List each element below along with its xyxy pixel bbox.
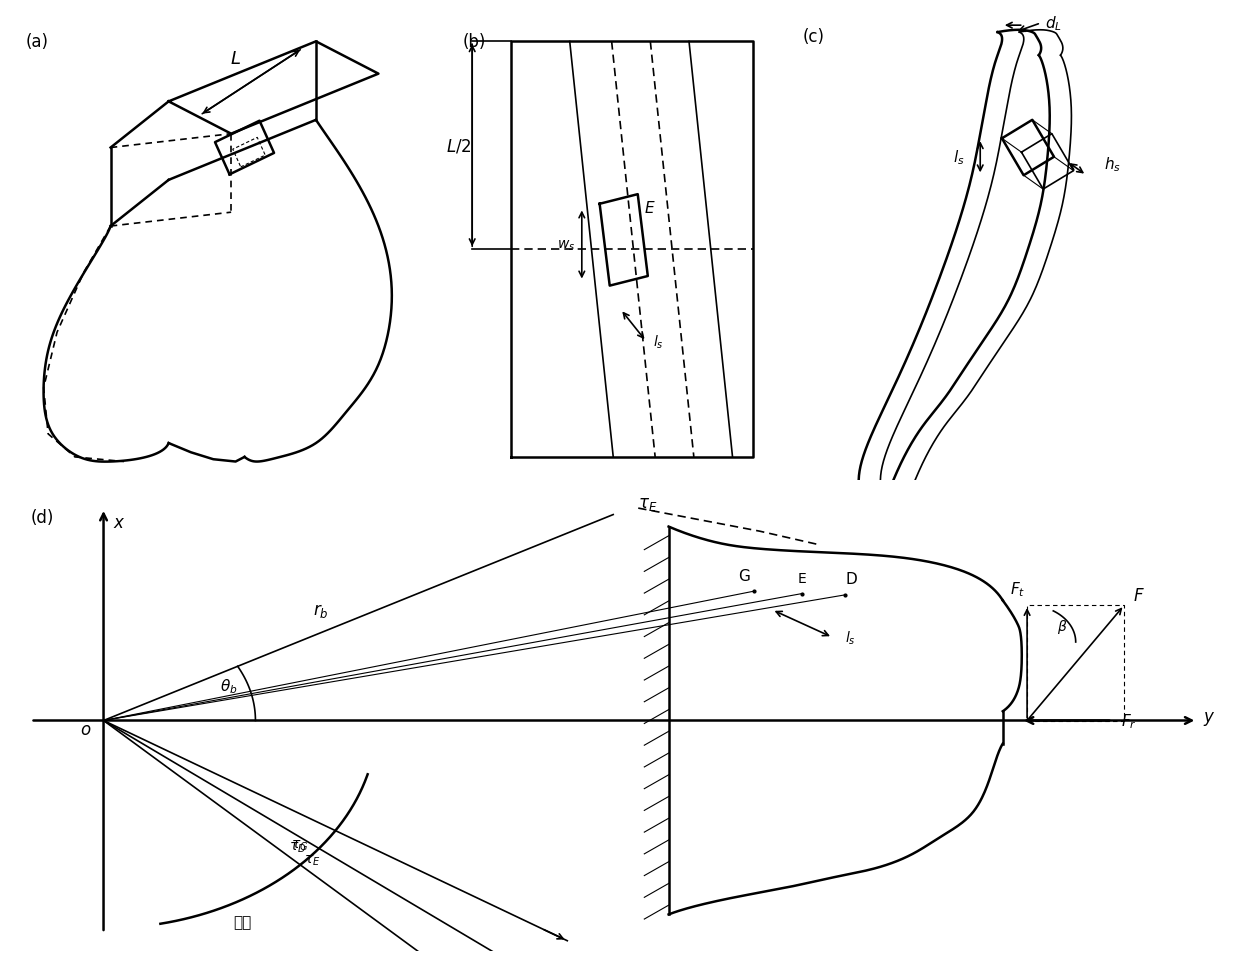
Text: (b): (b) bbox=[463, 33, 486, 51]
Text: 基圆: 基圆 bbox=[233, 914, 252, 929]
Text: $l_s$: $l_s$ bbox=[844, 629, 856, 647]
Text: E: E bbox=[797, 572, 807, 585]
Text: $w_s$: $w_s$ bbox=[557, 238, 575, 253]
Text: $L$: $L$ bbox=[231, 50, 241, 67]
Text: $\tau_D$: $\tau_D$ bbox=[289, 839, 306, 853]
Text: $d_L$: $d_L$ bbox=[1045, 14, 1063, 34]
Text: D: D bbox=[844, 572, 857, 587]
Text: $F_r$: $F_r$ bbox=[1121, 711, 1137, 730]
Text: (d): (d) bbox=[31, 508, 55, 527]
Text: $E$: $E$ bbox=[644, 200, 655, 216]
Text: $\beta$: $\beta$ bbox=[1058, 618, 1068, 636]
Text: $L/2$: $L/2$ bbox=[446, 137, 471, 155]
Text: $\tau_E$: $\tau_E$ bbox=[304, 852, 321, 867]
Text: $h_s$: $h_s$ bbox=[1104, 155, 1121, 174]
Text: $o$: $o$ bbox=[79, 721, 91, 739]
Text: $F_t$: $F_t$ bbox=[1011, 579, 1025, 599]
Text: $r_b$: $r_b$ bbox=[312, 602, 329, 619]
Text: $y$: $y$ bbox=[1203, 709, 1215, 727]
Text: $l_s$: $l_s$ bbox=[952, 148, 965, 167]
Text: G: G bbox=[739, 568, 750, 583]
Text: $F$: $F$ bbox=[1133, 587, 1146, 604]
Text: $\tau_G$: $\tau_G$ bbox=[290, 837, 308, 851]
Text: (c): (c) bbox=[802, 29, 825, 46]
Text: $l_s$: $l_s$ bbox=[652, 333, 663, 351]
Text: $\theta_b$: $\theta_b$ bbox=[219, 677, 238, 695]
Text: (a): (a) bbox=[26, 33, 48, 51]
Text: $\tau_E$: $\tau_E$ bbox=[639, 494, 657, 512]
Text: $x$: $x$ bbox=[113, 513, 125, 531]
